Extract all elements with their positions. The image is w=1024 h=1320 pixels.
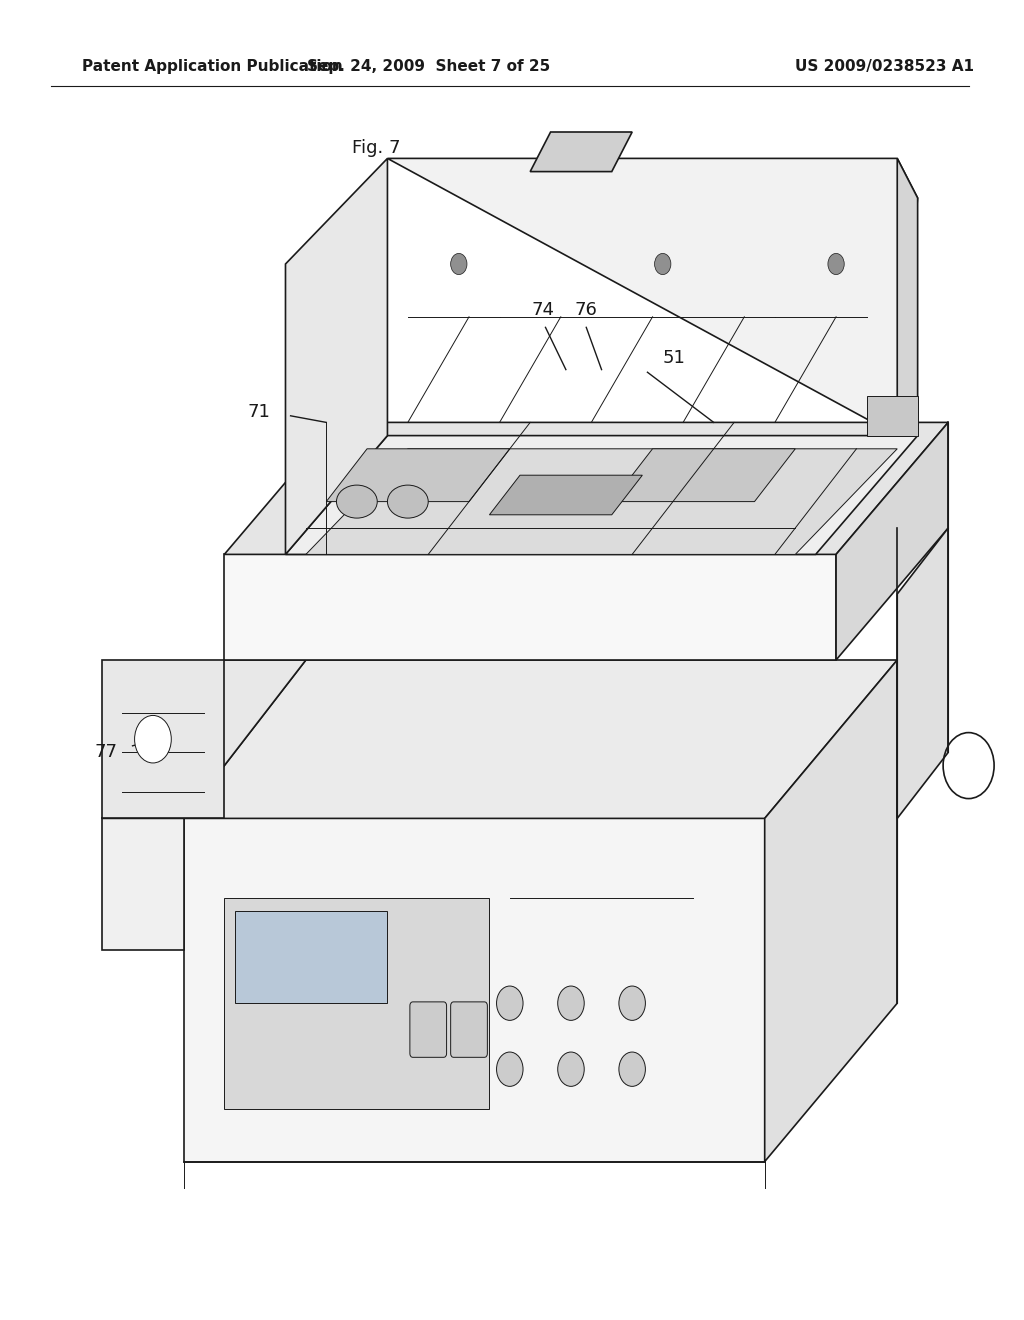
Text: 77: 77 bbox=[94, 743, 118, 762]
FancyBboxPatch shape bbox=[410, 1002, 446, 1057]
Circle shape bbox=[451, 253, 467, 275]
Text: 71: 71 bbox=[248, 403, 270, 421]
Circle shape bbox=[828, 253, 844, 275]
Polygon shape bbox=[286, 158, 387, 554]
Polygon shape bbox=[183, 818, 765, 1162]
Circle shape bbox=[497, 986, 523, 1020]
Polygon shape bbox=[489, 475, 642, 515]
Polygon shape bbox=[897, 528, 948, 818]
Polygon shape bbox=[530, 132, 632, 172]
Polygon shape bbox=[387, 158, 918, 436]
Circle shape bbox=[497, 1052, 523, 1086]
Polygon shape bbox=[327, 449, 510, 502]
FancyBboxPatch shape bbox=[451, 1002, 487, 1057]
Circle shape bbox=[618, 1052, 645, 1086]
Text: 74: 74 bbox=[531, 301, 555, 319]
Ellipse shape bbox=[337, 486, 377, 519]
Text: 51: 51 bbox=[663, 348, 686, 367]
Polygon shape bbox=[183, 660, 897, 818]
Circle shape bbox=[558, 1052, 585, 1086]
Polygon shape bbox=[224, 898, 489, 1109]
Ellipse shape bbox=[387, 486, 428, 519]
Polygon shape bbox=[286, 436, 918, 554]
Circle shape bbox=[618, 986, 645, 1020]
Polygon shape bbox=[224, 554, 836, 660]
Polygon shape bbox=[836, 422, 948, 660]
Text: Sep. 24, 2009  Sheet 7 of 25: Sep. 24, 2009 Sheet 7 of 25 bbox=[306, 59, 550, 74]
Text: Patent Application Publication: Patent Application Publication bbox=[82, 59, 342, 74]
Text: 76: 76 bbox=[574, 301, 598, 319]
Polygon shape bbox=[102, 660, 224, 818]
Circle shape bbox=[654, 253, 671, 275]
Text: US 2009/0238523 A1: US 2009/0238523 A1 bbox=[796, 59, 974, 74]
Polygon shape bbox=[102, 818, 183, 950]
Polygon shape bbox=[897, 158, 918, 436]
Polygon shape bbox=[611, 449, 796, 502]
Polygon shape bbox=[866, 396, 918, 436]
Polygon shape bbox=[234, 911, 387, 1003]
Circle shape bbox=[134, 715, 171, 763]
Polygon shape bbox=[224, 422, 948, 554]
Polygon shape bbox=[102, 660, 306, 818]
Circle shape bbox=[558, 986, 585, 1020]
Text: Fig. 7: Fig. 7 bbox=[352, 139, 400, 157]
Polygon shape bbox=[306, 449, 897, 554]
Polygon shape bbox=[765, 660, 897, 1162]
